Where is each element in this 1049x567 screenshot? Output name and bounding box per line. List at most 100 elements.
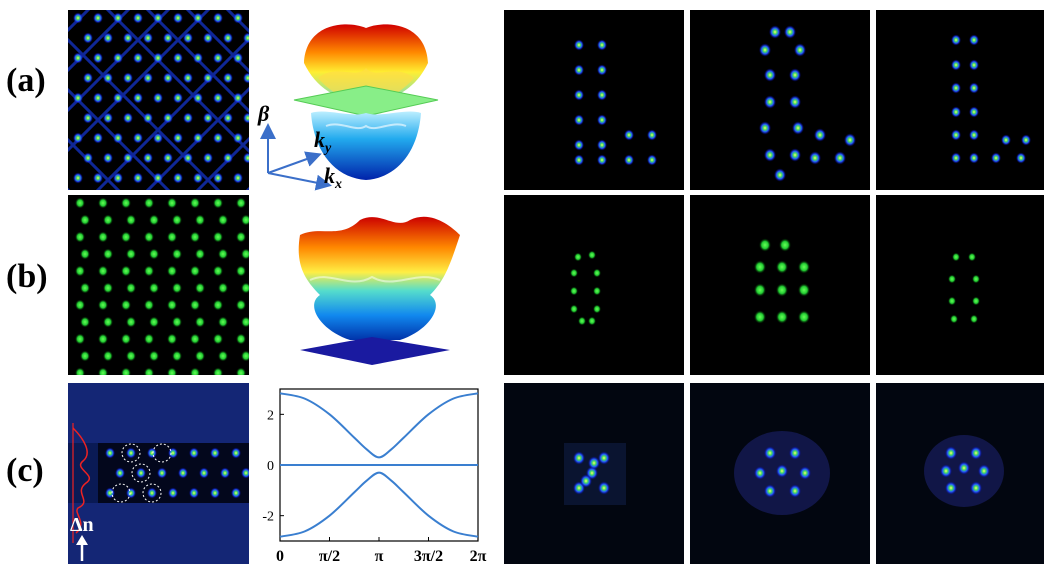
lattice-site [75, 197, 85, 209]
lattice-site [213, 299, 223, 311]
lattice-site [121, 333, 131, 345]
lattice-site [213, 52, 223, 64]
lattice-site [149, 248, 159, 260]
lattice-site [210, 447, 220, 459]
lattice-site [173, 12, 183, 24]
lattice-site [153, 12, 163, 24]
lattice-site [103, 350, 113, 362]
output-spot [593, 268, 601, 278]
lattice-site [243, 152, 249, 164]
lattice-site [73, 132, 83, 144]
x-tick-label: π/2 [319, 548, 340, 565]
y-tick-label: 0 [267, 459, 274, 474]
lattice-site [80, 282, 90, 294]
lattice-site [213, 265, 223, 277]
lattice-site [121, 299, 131, 311]
lattice-site [103, 72, 113, 84]
lattice-site [98, 197, 108, 209]
output-spot [764, 484, 776, 498]
output-spot [969, 59, 979, 71]
output-spot [798, 260, 810, 274]
output-panel-c3 [876, 383, 1044, 564]
lattice-site [189, 447, 199, 459]
output-spot [951, 59, 961, 71]
output-spot [776, 310, 788, 324]
lattice-site [153, 132, 163, 144]
output-panel-b3 [876, 195, 1044, 375]
lattice-site [236, 367, 246, 375]
output-spot [951, 34, 961, 46]
lattice-site [126, 350, 136, 362]
output-spot [578, 316, 586, 326]
lattice-site [172, 214, 182, 226]
lattice-site [98, 265, 108, 277]
lattice-site [123, 32, 133, 44]
output-spot [970, 481, 982, 495]
lattice-site [143, 152, 153, 164]
lattice-site [231, 447, 241, 459]
lattice-site [233, 92, 243, 104]
lattice-site [123, 72, 133, 84]
lattice-site [103, 282, 113, 294]
lattice-site [103, 214, 113, 226]
output-spot [948, 274, 956, 284]
output-spot [574, 154, 584, 166]
lattice-site [172, 282, 182, 294]
output-spot [759, 43, 771, 57]
output-spot [958, 461, 970, 475]
lattice-image-a [68, 10, 249, 190]
lattice-site [80, 248, 90, 260]
output-spot [969, 106, 979, 118]
lattice-site [103, 248, 113, 260]
dispersion-plot: 0 π/2 π 3π/2 2π 2 0 -2 [256, 383, 490, 567]
lattice-site [121, 265, 131, 277]
lattice-site [98, 333, 108, 345]
lattice-site [143, 32, 153, 44]
lattice-site [243, 32, 249, 44]
output-spot [789, 95, 801, 109]
output-spot [776, 464, 788, 478]
lattice-site [203, 112, 213, 124]
lattice-site [98, 299, 108, 311]
output-spot [940, 464, 952, 478]
lattice-site [190, 299, 200, 311]
lattice-site [147, 487, 157, 499]
lattice-site [183, 72, 193, 84]
output-spot [814, 128, 826, 142]
lattice-site [190, 367, 200, 375]
x-tick-label: 3π/2 [414, 548, 443, 565]
lattice-site [241, 350, 249, 362]
lattice-site [126, 248, 136, 260]
lattice-site [163, 152, 173, 164]
y-tick-label: -2 [262, 510, 274, 525]
lattice-site [167, 231, 177, 243]
lattice-site [98, 367, 108, 375]
output-spot [972, 274, 980, 284]
lattice-site [218, 214, 228, 226]
lattice-site [236, 333, 246, 345]
lattice-site [144, 299, 154, 311]
lattice-site [144, 197, 154, 209]
lattice-site [73, 12, 83, 24]
lattice-site [75, 231, 85, 243]
output-spot [764, 148, 776, 162]
lattice-site [103, 152, 113, 164]
output-spot [764, 446, 776, 460]
lattice-site [105, 447, 115, 459]
lattice-site [133, 172, 143, 184]
output-spot [834, 151, 846, 165]
lattice-site [144, 367, 154, 375]
output-spot [789, 446, 801, 460]
output-spot [598, 481, 610, 495]
lattice-site [223, 152, 233, 164]
lattice-image-b [68, 195, 249, 375]
output-spot [809, 151, 821, 165]
beta-label: β [257, 101, 270, 126]
lattice-site [93, 172, 103, 184]
lattice-site [210, 487, 220, 499]
lattice-site [233, 132, 243, 144]
lattice-site [233, 12, 243, 24]
lattice-site [213, 197, 223, 209]
output-spot [597, 89, 607, 101]
output-spot [799, 466, 811, 480]
